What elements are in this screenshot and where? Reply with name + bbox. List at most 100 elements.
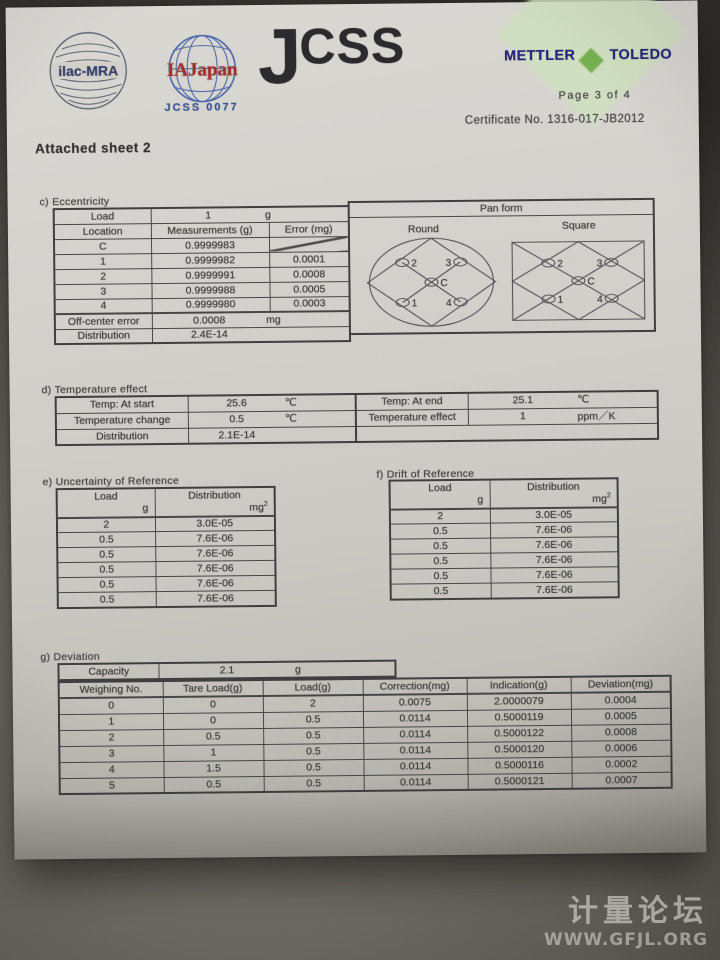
pan-round-label: Round xyxy=(407,223,439,236)
distribution-label: Distribution xyxy=(54,328,153,345)
indication-cell: 0.5000116 xyxy=(467,756,572,774)
weighing-no-cell: 5 xyxy=(59,777,164,795)
correction-cell: 0.0114 xyxy=(363,773,468,791)
measurement-cell: 0.9999991 xyxy=(151,266,270,284)
deviation-table: Weighing No. Tare Load(g) Load(g) Correc… xyxy=(57,674,673,796)
table-row: Distribution 2.4E-14 xyxy=(54,326,351,345)
tare-load-cell: 0.5 xyxy=(163,775,264,794)
pan-pos-2: 2 xyxy=(557,259,563,270)
load-cell: 0.5 xyxy=(390,553,491,570)
indication-cell: 0.5000120 xyxy=(467,740,572,758)
pan-pos-c: C xyxy=(587,276,594,287)
load-cell: 0.5 xyxy=(57,591,156,608)
temp-row-label: Distribution xyxy=(55,427,189,446)
pan-square-label: Square xyxy=(561,219,596,232)
col-distribution-unit: mg xyxy=(249,501,264,514)
distribution-cell: 7.6E-06 xyxy=(490,551,619,569)
jcss-accreditation-number: JCSS 0077 xyxy=(164,101,239,114)
pan-pos-c: C xyxy=(440,278,447,289)
weighing-no-cell: 4 xyxy=(59,761,164,779)
col-indication: Indication(g) xyxy=(466,676,571,694)
section-label-eccentricity: c) Eccentricity xyxy=(39,195,110,209)
load-cell: 0.5 xyxy=(390,538,491,555)
load-label: Load xyxy=(53,208,151,225)
temp-row-label: Temperature change xyxy=(55,411,188,430)
jcss-wordmark-j: J xyxy=(257,11,300,101)
col-deviation: Deviation(mg) xyxy=(570,675,671,693)
temp-row-unit xyxy=(575,431,655,432)
col-load: Load xyxy=(94,490,118,503)
capacity-label: Capacity xyxy=(58,663,159,681)
temp-row-value: 25.6 xyxy=(226,397,247,410)
distribution-cell: 7.6E-06 xyxy=(155,575,276,592)
load-cell: 0.5 xyxy=(57,576,156,593)
temp-row-value: 1 xyxy=(519,410,526,423)
load-cell: 0.5 xyxy=(390,583,491,600)
table-row xyxy=(355,422,659,442)
off-center-unit: mg xyxy=(265,313,281,326)
error-cell: 0.0001 xyxy=(269,251,350,267)
col-load: Load xyxy=(428,482,452,495)
load-unit: g xyxy=(264,208,271,221)
temperature-table-right: Temp: At end 25.1 ℃ Temperature effect 1… xyxy=(354,389,660,444)
deviation-cell: 0.0005 xyxy=(570,707,672,725)
load-cell: 0.5 xyxy=(389,523,491,540)
measurement-cell: 0.9999988 xyxy=(151,281,270,299)
watermark-url: WWW.GFJL.ORG xyxy=(543,930,708,950)
mettler-toledo-brand: METTLER TOLEDO xyxy=(504,47,672,65)
indication-cell: 0.5000122 xyxy=(467,724,572,742)
watermark-forum-name: 计量论坛 xyxy=(568,894,708,929)
location-cell: 3 xyxy=(54,283,152,300)
forum-watermark: 计量论坛 WWW.GFJL.ORG xyxy=(544,886,708,950)
off-center-label: Off-center error xyxy=(54,313,152,330)
load-cell: 2 xyxy=(56,516,156,533)
pan-pos-1: 1 xyxy=(558,295,564,306)
load-cell: 0.5 xyxy=(57,546,156,563)
jcss-wordmark-css: CSS xyxy=(299,17,406,75)
page-number: Page 3 of 4 xyxy=(558,89,632,102)
table-header-row: Load g Distribution mg2 xyxy=(389,478,618,510)
correction-cell: 0.0114 xyxy=(363,725,468,743)
load-cell: 0.5 xyxy=(263,742,364,760)
col-load-unit: g xyxy=(142,502,149,515)
temp-row-label: Temp: At start xyxy=(55,395,188,414)
distribution-cell: 3.0E-05 xyxy=(489,506,618,524)
correction-cell: 0.0114 xyxy=(363,757,468,775)
temp-row-label: Temperature effect xyxy=(355,408,468,427)
distribution-cell: 7.6E-06 xyxy=(490,536,619,554)
capacity-unit: g xyxy=(294,663,301,676)
temp-row-value: 25.1 xyxy=(512,394,534,407)
certificate-number: Certificate No. 1316-017-JB2012 xyxy=(464,112,645,127)
table-header-row: Load g Distribution mg2 xyxy=(56,486,275,518)
temp-row-value xyxy=(470,431,575,432)
certificate-page: ilac-MRA IAJapan JCSS 0077 J CSS METTLER… xyxy=(5,0,707,860)
deviation-cell: 0.0004 xyxy=(570,691,671,709)
eccentricity-rows: C 0.9999983 1 0.9999982 0.0001 2 0.99999… xyxy=(53,236,350,315)
indication-cell: 0.5000119 xyxy=(466,708,572,726)
load-cell: 2 xyxy=(389,508,490,525)
pan-pos-2: 2 xyxy=(411,258,417,269)
distribution-cell: 7.6E-06 xyxy=(155,590,276,607)
temp-row-value: 0.5 xyxy=(229,413,245,426)
load-cell: 0.5 xyxy=(263,774,364,792)
temp-row-label: Temp: At end xyxy=(355,392,468,411)
pan-pos-3: 3 xyxy=(597,258,603,269)
col-tare-load: Tare Load(g) xyxy=(162,679,263,698)
deviation-cell: 0.0002 xyxy=(571,755,672,773)
ilac-mra-logo: ilac-MRA xyxy=(49,32,127,110)
location-cell: 2 xyxy=(54,268,152,285)
ilac-label: ilac-MRA xyxy=(58,62,118,79)
temp-row-unit xyxy=(283,434,353,435)
measurement-cell: 0.9999982 xyxy=(151,251,270,269)
distribution-cell: 7.6E-06 xyxy=(155,530,276,547)
location-cell: C xyxy=(53,238,152,255)
distribution-cell: 7.6E-06 xyxy=(155,560,276,577)
round-pan-diagram: 2 3 C 1 4 xyxy=(364,235,500,328)
load-cell: 0.5 xyxy=(263,758,364,776)
temp-row-value: 2.1E-14 xyxy=(218,428,256,442)
tare-load-cell: 0 xyxy=(162,695,263,714)
col-weighing-no: Weighing No. xyxy=(58,681,163,699)
error-cell: 0.0005 xyxy=(269,281,350,297)
pan-pos-3: 3 xyxy=(446,258,452,269)
tare-load-cell: 0 xyxy=(162,711,264,730)
